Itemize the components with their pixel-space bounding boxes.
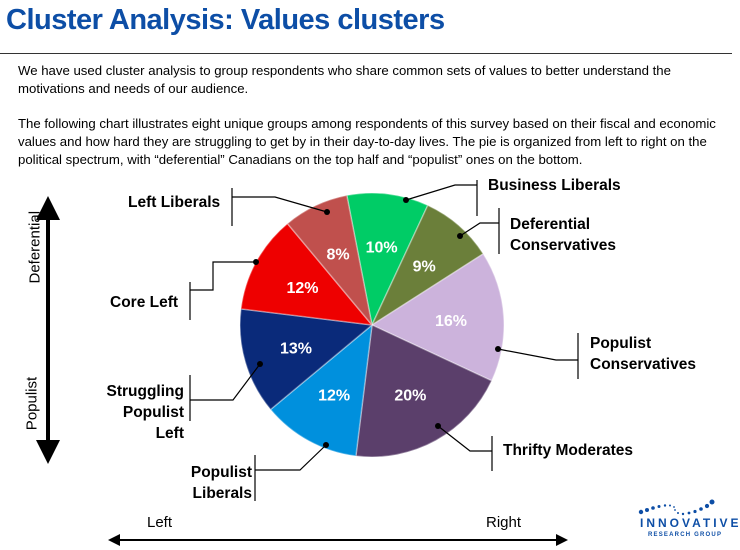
data-label: 16%: [435, 313, 467, 330]
label-thrifty-moderates: Thrifty Moderates: [503, 442, 634, 459]
pie-slice-struggling-populist-left: [239, 308, 374, 411]
leader-left-liberals: [231, 188, 328, 226]
pie-slice-left-liberals: [286, 194, 373, 326]
data-label: 20%: [394, 387, 426, 404]
label-populist-liberals: Populist Liberals: [190, 464, 252, 502]
data-label: 9%: [413, 258, 436, 275]
leader-thrifty-moderates: [437, 425, 493, 471]
label-deferential-conservatives: Deferential Conservatives: [510, 216, 616, 254]
title-divider: [0, 53, 732, 54]
leader-populist-conservatives: [497, 333, 579, 379]
pie-slice-populist-liberals: [269, 323, 373, 457]
pie-slice-populist-conservatives: [370, 252, 505, 382]
leader-deferential-conservatives: [459, 208, 500, 254]
label-business-liberals: Business Liberals: [488, 177, 621, 194]
leader-populist-liberals: [254, 444, 327, 501]
leader-core-left: [189, 261, 256, 320]
pie-slice-business-liberals: [345, 192, 429, 328]
label-struggling-populist-left: Struggling Populist Left: [106, 383, 185, 442]
leader-struggling-populist-left: [189, 363, 261, 421]
leader-business-liberals: [405, 180, 478, 216]
data-label: 8%: [326, 246, 349, 263]
data-label: 12%: [286, 280, 318, 297]
pie-slice-thrifty-moderates: [355, 323, 493, 458]
logo-dots-icon: [638, 499, 715, 516]
logo-subtext: RESEARCH GROUP: [648, 532, 723, 538]
data-label: 10%: [366, 239, 398, 256]
label-core-left: Core Left: [110, 294, 179, 311]
label-populist-conservatives: Populist Conservatives: [590, 335, 696, 373]
leader-lines: [189, 180, 579, 501]
axis-label-populist: Populist: [23, 376, 41, 431]
data-label: 12%: [318, 388, 350, 405]
axis-label-right: Right: [486, 514, 522, 531]
axis-label-deferential: Deferential: [26, 210, 44, 284]
pie-slice-deferential-conservatives: [370, 204, 485, 328]
chart-description: The following chart illustrates eight un…: [18, 116, 716, 167]
intro-paragraph: We have used cluster analysis to group r…: [18, 63, 671, 96]
label-left-liberals: Left Liberals: [128, 194, 221, 211]
innovative-research-group-logo: INNOVATIVE RESEARCH GROUP: [636, 496, 739, 550]
axis-label-left: Left: [147, 514, 173, 531]
leader-dots: [253, 197, 501, 448]
logo-text: INNOVATIVE: [640, 516, 740, 530]
data-label: 13%: [280, 340, 312, 357]
page-title: Cluster Analysis: Values clusters: [6, 4, 445, 36]
